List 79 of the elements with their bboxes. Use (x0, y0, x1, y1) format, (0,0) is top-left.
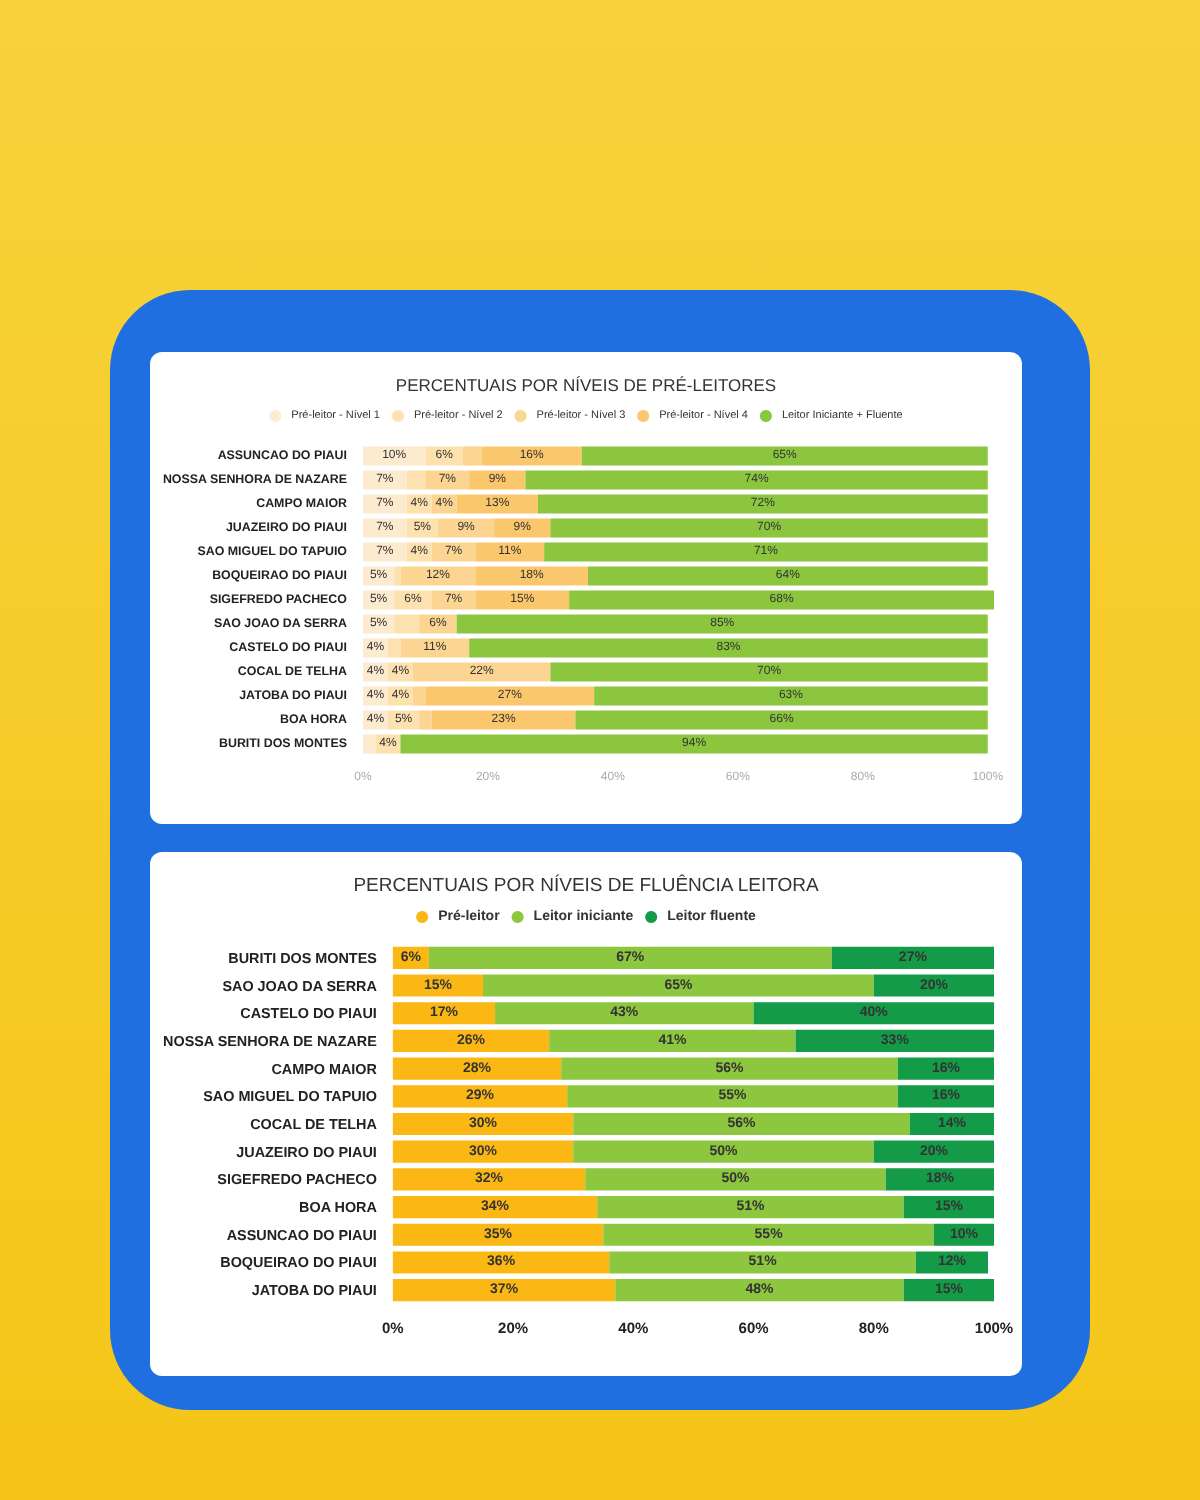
bar (456, 494, 538, 514)
bar (419, 614, 457, 634)
bar (394, 590, 432, 610)
bar (437, 518, 495, 538)
bar (575, 710, 988, 730)
bar (392, 1112, 574, 1136)
bar (885, 1168, 994, 1191)
bar (873, 1140, 994, 1163)
bar (392, 974, 484, 997)
bar (362, 446, 426, 466)
bar (425, 686, 595, 706)
bar (573, 1112, 910, 1136)
bar (400, 734, 988, 754)
bar (406, 470, 426, 490)
chart-title: PERCENTUAIS POR NÍVEIS DE PRÉ-LEITORES (395, 375, 777, 395)
bar (469, 470, 526, 490)
bar (475, 566, 588, 586)
bar (549, 1029, 796, 1052)
bar (392, 1002, 496, 1025)
bar (392, 1057, 562, 1080)
bar (561, 1057, 898, 1080)
bar (475, 590, 570, 610)
bar (481, 446, 582, 466)
bar (431, 590, 476, 610)
bar (594, 686, 988, 706)
bar (400, 566, 476, 586)
bar (537, 494, 988, 514)
bar (394, 614, 420, 634)
bar (569, 590, 994, 610)
bar (753, 1002, 994, 1025)
bar (567, 1085, 898, 1108)
bar (469, 638, 988, 658)
bar (392, 1196, 598, 1219)
bar (412, 686, 426, 706)
bar (392, 1251, 610, 1274)
bar (431, 710, 576, 730)
bar (873, 974, 994, 997)
bar (392, 1029, 550, 1052)
bar (400, 638, 470, 658)
bar (494, 518, 551, 538)
bar (544, 542, 988, 562)
bar (831, 946, 994, 969)
bar (587, 566, 988, 586)
bar (392, 1223, 604, 1246)
bar (362, 542, 407, 562)
bar (419, 710, 432, 730)
bar (362, 518, 407, 538)
chart-title: PERCENTUAIS POR NÍVEIS DE FLUÊNCIA LEITORA (353, 873, 820, 897)
bar (392, 1085, 568, 1108)
bar (362, 494, 407, 514)
bar (795, 1029, 994, 1052)
bar (412, 662, 551, 682)
bar (603, 1223, 934, 1246)
bar (525, 470, 988, 490)
bar (609, 1251, 916, 1274)
bar (597, 1196, 904, 1219)
bar (425, 446, 463, 466)
bar (475, 542, 545, 562)
bar (585, 1168, 886, 1191)
bar (392, 1168, 586, 1191)
bar (362, 470, 407, 490)
bar (362, 734, 376, 754)
bar (550, 518, 988, 538)
bar (392, 1279, 616, 1302)
bar (495, 1002, 754, 1025)
bar (387, 638, 401, 658)
bar (550, 662, 988, 682)
bar (483, 974, 874, 997)
bar (428, 946, 832, 969)
bar (915, 1251, 988, 1274)
bar (392, 1140, 574, 1163)
bar (394, 566, 401, 586)
bar (431, 542, 476, 562)
bar (615, 1279, 904, 1302)
bar (581, 446, 988, 466)
bar (462, 446, 482, 466)
bar (425, 470, 470, 490)
bar (573, 1140, 874, 1163)
bar (456, 614, 988, 634)
